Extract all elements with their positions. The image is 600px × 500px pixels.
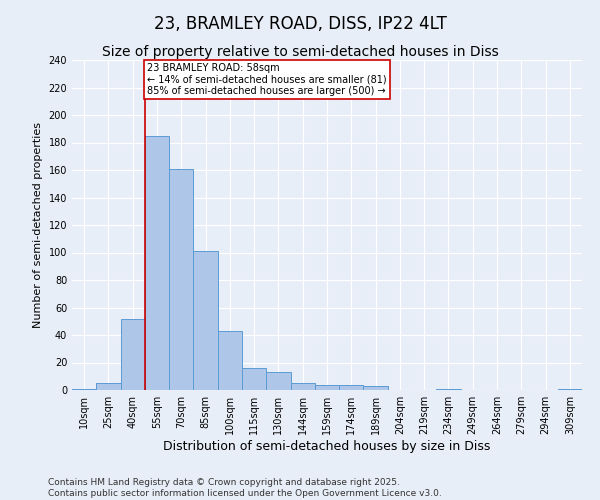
Text: Contains HM Land Registry data © Crown copyright and database right 2025.
Contai: Contains HM Land Registry data © Crown c… (48, 478, 442, 498)
Bar (121, 318, 145, 390)
Bar (436, 388, 461, 390)
Bar (364, 386, 388, 390)
Bar (169, 168, 193, 390)
Bar (218, 331, 242, 390)
Bar (558, 388, 582, 390)
Bar (72, 388, 96, 390)
Text: 23, BRAMLEY ROAD, DISS, IP22 4LT: 23, BRAMLEY ROAD, DISS, IP22 4LT (154, 15, 446, 33)
Bar (242, 368, 266, 390)
Bar (193, 251, 218, 390)
Bar (145, 136, 169, 390)
Text: Size of property relative to semi-detached houses in Diss: Size of property relative to semi-detach… (101, 45, 499, 59)
Bar (266, 372, 290, 390)
Bar (339, 384, 364, 390)
Text: 23 BRAMLEY ROAD: 58sqm
← 14% of semi-detached houses are smaller (81)
85% of sem: 23 BRAMLEY ROAD: 58sqm ← 14% of semi-det… (147, 62, 387, 96)
Bar (315, 384, 339, 390)
Y-axis label: Number of semi-detached properties: Number of semi-detached properties (33, 122, 43, 328)
X-axis label: Distribution of semi-detached houses by size in Diss: Distribution of semi-detached houses by … (163, 440, 491, 453)
Bar (290, 383, 315, 390)
Bar (96, 383, 121, 390)
